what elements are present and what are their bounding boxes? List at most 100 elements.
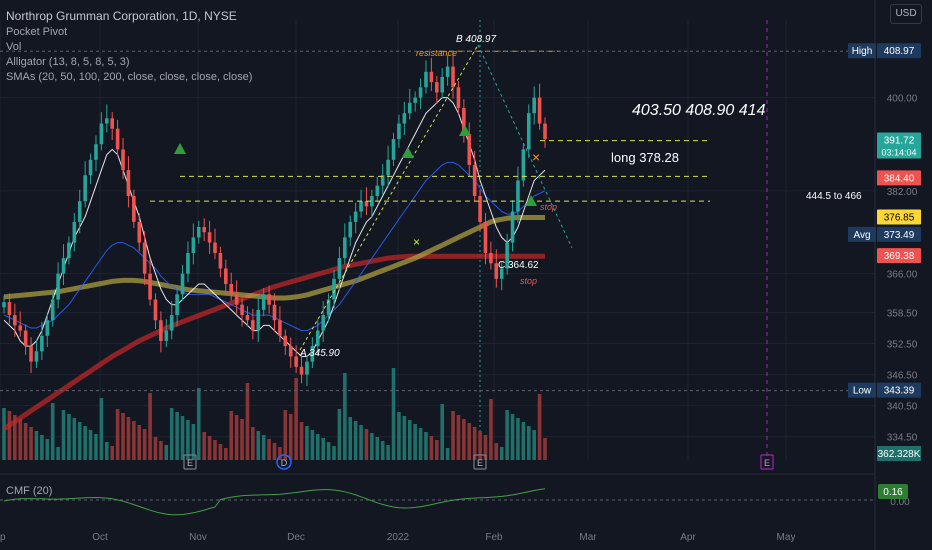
label-stop: stop	[540, 202, 557, 212]
label-target-range: 444.5 to 466	[806, 191, 862, 202]
x-tick-label: 2022	[387, 532, 410, 543]
candle-body	[315, 330, 320, 347]
candle-body	[104, 118, 109, 124]
candle-body	[462, 108, 466, 134]
volume-bar	[532, 430, 536, 460]
volume-bar	[445, 448, 450, 460]
volume-bar	[451, 411, 455, 460]
candle-body	[343, 237, 347, 259]
candle-body	[521, 149, 526, 181]
time-axis-ticks: ep Oct Nov Dec 2022 Feb Mar Apr May	[0, 532, 795, 543]
indicator-alligator[interactable]: Alligator (13, 8, 5, 8, 5, 3)	[6, 56, 130, 68]
currency-button[interactable]: USD	[890, 4, 922, 24]
volume-bar	[245, 383, 250, 460]
candle-body	[440, 76, 445, 93]
candle-body	[169, 315, 174, 331]
volume-bar	[353, 421, 358, 460]
price-label-value: 373.49	[884, 230, 915, 241]
price-label-value: 384.40	[884, 173, 915, 184]
y-tick-label: 334.50	[887, 433, 918, 444]
candle-body	[218, 252, 223, 269]
volume-bar	[99, 398, 104, 460]
earnings-marker	[760, 454, 774, 470]
candle-body	[7, 302, 12, 316]
y-tick-label: 366.00	[887, 270, 918, 281]
volume-bar	[418, 428, 423, 460]
volume-bar	[294, 378, 298, 460]
price-label-tag	[848, 382, 876, 398]
volume-bar	[456, 415, 461, 460]
volume-bar	[288, 414, 293, 460]
candle-body	[202, 227, 206, 233]
candle-body	[386, 159, 390, 176]
horizontal-levels	[0, 50, 875, 392]
candle-body	[489, 252, 493, 264]
volume-bar	[440, 404, 445, 460]
volume-bar	[413, 424, 417, 460]
candle-body	[337, 258, 342, 279]
volume-bar	[283, 410, 288, 460]
candle-body	[261, 294, 266, 310]
volume-bar	[370, 433, 374, 460]
volume-bar	[489, 399, 493, 460]
volume-bar	[526, 426, 531, 460]
candle-body	[391, 139, 396, 160]
cmf-line	[3, 488, 546, 516]
volume-bar	[310, 430, 315, 460]
candle-body	[456, 87, 461, 108]
candle-body	[499, 268, 504, 279]
volume-bar	[278, 447, 282, 460]
volume-bar	[494, 443, 499, 460]
volume-bar	[397, 412, 401, 460]
candle-body	[234, 294, 239, 305]
volume-bar	[321, 438, 325, 460]
candle-body	[83, 175, 87, 202]
volume-bar	[516, 418, 520, 460]
volume-bar	[88, 430, 93, 460]
volume-bar	[207, 436, 212, 460]
price-label-name: High	[852, 46, 873, 57]
candle-body	[18, 325, 23, 331]
candle-body	[94, 144, 98, 160]
cross-marker: ×	[413, 235, 420, 249]
volume-bar	[23, 423, 28, 460]
candlesticks	[2, 52, 547, 386]
candle-body	[402, 113, 407, 124]
y-tick-label: 382.00	[887, 187, 918, 198]
cmf-panel: CMF (20) 0.000.16	[0, 484, 910, 516]
volume-bar	[407, 420, 412, 460]
price-label-value: 391.72	[884, 136, 915, 147]
volume-bar	[137, 425, 142, 460]
candle-body	[132, 196, 136, 222]
y-tick-label: 352.50	[887, 340, 918, 351]
candle-body	[148, 273, 152, 300]
volume-bar	[337, 409, 342, 460]
buy-signal-triangle	[174, 143, 186, 154]
candle-body	[543, 123, 547, 140]
indicator-vol[interactable]: Vol	[6, 41, 22, 53]
indicator-smas[interactable]: SMAs (20, 50, 100, 200, close, close, cl…	[6, 71, 253, 83]
volume-bar	[94, 434, 98, 460]
earnings-marker	[183, 454, 197, 470]
volume-bar	[40, 435, 44, 460]
candle-body	[126, 170, 131, 196]
x-tick-label: May	[777, 532, 796, 543]
candle-body	[67, 242, 71, 259]
volume-bar	[191, 424, 196, 460]
candle-body	[418, 87, 423, 98]
price-label-box	[877, 248, 921, 264]
x-tick-label: Feb	[485, 532, 503, 543]
candle-body	[2, 302, 6, 308]
volume-bar	[202, 432, 206, 460]
label-point-a: A 345.90	[299, 348, 340, 359]
indicator-pocket-pivot[interactable]: Pocket Pivot	[6, 26, 68, 38]
volume-bar	[272, 443, 277, 460]
candle-body	[34, 351, 39, 362]
candle-body	[45, 320, 50, 336]
sma200-line	[2, 253, 545, 431]
candle-body	[321, 315, 325, 331]
volume-bar	[164, 445, 169, 460]
volume-bar	[56, 447, 60, 460]
candle-body	[332, 278, 336, 300]
